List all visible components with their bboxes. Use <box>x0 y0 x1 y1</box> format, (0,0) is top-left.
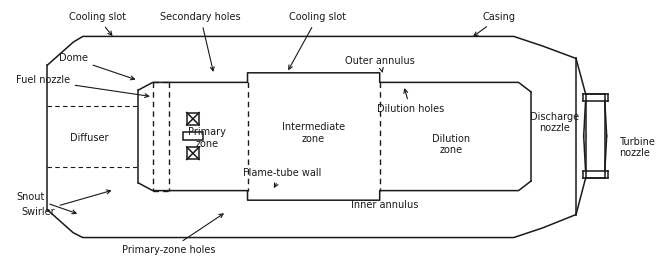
Text: Fuel nozzle: Fuel nozzle <box>16 75 148 97</box>
Text: Inner annulus: Inner annulus <box>351 200 418 210</box>
Text: Dome: Dome <box>58 54 135 80</box>
Bar <box>187 112 199 125</box>
Text: Primary
zone: Primary zone <box>189 127 226 149</box>
Text: Snout: Snout <box>16 192 76 214</box>
Text: Outer annulus: Outer annulus <box>345 56 415 72</box>
Text: Diffuser: Diffuser <box>70 133 109 143</box>
Text: Discharge
nozzle: Discharge nozzle <box>530 112 579 133</box>
Text: Swirler: Swirler <box>21 190 110 217</box>
Text: Cooling slot: Cooling slot <box>288 12 346 69</box>
Text: Cooling slot: Cooling slot <box>68 12 125 35</box>
Text: Dilution
zone: Dilution zone <box>432 134 470 155</box>
Text: Intermediate
zone: Intermediate zone <box>282 122 345 144</box>
Text: Flame-tube wall: Flame-tube wall <box>243 168 321 187</box>
Text: Primary-zone holes: Primary-zone holes <box>122 214 223 255</box>
Text: Dilution holes: Dilution holes <box>376 89 444 114</box>
Text: Turbine
nozzle: Turbine nozzle <box>619 137 655 158</box>
Text: Casing: Casing <box>474 12 516 36</box>
Text: Secondary holes: Secondary holes <box>160 12 241 71</box>
Bar <box>187 147 199 159</box>
Bar <box>183 132 202 140</box>
